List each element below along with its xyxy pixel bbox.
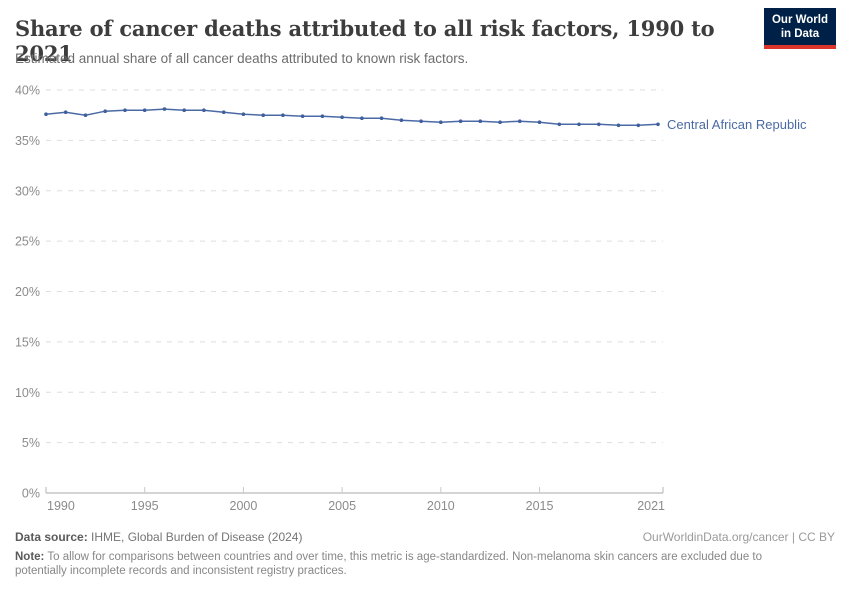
data-source-line: Data source: IHME, Global Burden of Dise…: [15, 530, 302, 544]
owid-logo-text-line2: in Data: [780, 28, 820, 40]
svg-text:15%: 15%: [15, 335, 40, 349]
svg-text:20%: 20%: [15, 285, 40, 299]
svg-text:40%: 40%: [15, 84, 40, 98]
owid-logo-text-line1: Our World: [771, 14, 828, 26]
svg-text:1990: 1990: [47, 499, 75, 513]
owid-license-link[interactable]: OurWorldinData.org/cancer | CC BY: [642, 530, 835, 544]
svg-text:2000: 2000: [230, 499, 258, 513]
data-source-text: IHME, Global Burden of Disease (2024): [87, 530, 303, 544]
chart-subtitle: Estimated annual share of all cancer dea…: [15, 51, 469, 66]
data-line[interactable]: [45, 108, 659, 127]
chart-footer: Data source: IHME, Global Burden of Dise…: [15, 530, 835, 578]
data-points[interactable]: [44, 107, 660, 128]
y-gridlines: [46, 89, 663, 444]
svg-text:35%: 35%: [15, 134, 40, 148]
svg-text:2005: 2005: [328, 499, 356, 513]
y-axis-labels: 0% 5% 10% 15% 20% 25% 30% 35% 40%: [15, 84, 40, 501]
line-chart-plot[interactable]: 0% 5% 10% 15% 20% 25% 30% 35% 40% 1990 1995 2000 200…: [0, 70, 850, 530]
x-axis-labels: 1990 1995 2000 2005 2010 2015 2021: [47, 499, 665, 513]
footnote-label: Note:: [15, 551, 45, 563]
svg-text:5%: 5%: [22, 436, 40, 450]
svg-text:0%: 0%: [22, 487, 40, 501]
svg-text:25%: 25%: [15, 235, 40, 249]
svg-text:30%: 30%: [15, 184, 40, 198]
svg-text:10%: 10%: [15, 386, 40, 400]
data-source-label: Data source:: [15, 530, 88, 544]
svg-text:1995: 1995: [131, 499, 159, 513]
x-axis: [45, 487, 664, 494]
owid-logo[interactable]: Our World in Data: [763, 8, 836, 49]
page-title: Share of cancer deaths attributed to all…: [15, 16, 715, 66]
footnote-text: To allow for comparisons between countri…: [15, 551, 763, 577]
svg-text:2021: 2021: [637, 499, 665, 513]
series-label-central-african-republic[interactable]: Central African Republic: [667, 117, 807, 132]
svg-text:2015: 2015: [526, 499, 554, 513]
svg-text:2010: 2010: [427, 499, 455, 513]
footnote: Note: To allow for comparisons between c…: [15, 550, 805, 578]
